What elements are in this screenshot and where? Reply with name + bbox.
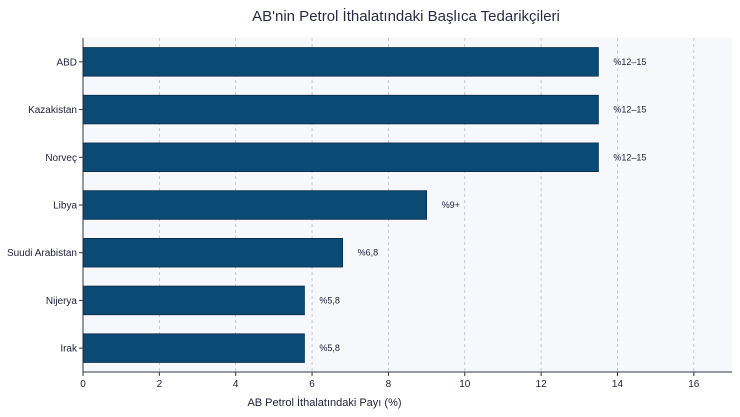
data-label: %5,8 bbox=[319, 295, 340, 305]
bar-irak bbox=[82, 333, 305, 363]
category-label: Nijerya bbox=[46, 296, 78, 307]
x-tick-label: 16 bbox=[688, 379, 700, 390]
data-label: %6,8 bbox=[358, 248, 379, 258]
category-label: Norveç bbox=[45, 153, 77, 164]
x-tick-label: 0 bbox=[80, 379, 86, 390]
x-tick-label: 8 bbox=[386, 379, 392, 390]
x-tick-label: 12 bbox=[536, 379, 548, 390]
bar-kazakistan bbox=[82, 94, 599, 125]
data-label: %12–15 bbox=[613, 57, 646, 67]
x-tick-label: 6 bbox=[309, 379, 315, 390]
x-tick-label: 10 bbox=[459, 379, 471, 390]
category-label: ABD bbox=[56, 57, 77, 68]
bar-suudi-arabistan bbox=[82, 237, 344, 268]
bar-nijerya bbox=[82, 285, 305, 316]
x-tick-label: 14 bbox=[612, 379, 624, 390]
x-tick-label: 2 bbox=[157, 379, 163, 390]
data-label: %5,8 bbox=[319, 343, 340, 353]
bar-abd bbox=[82, 47, 599, 77]
category-label: Kazakistan bbox=[28, 105, 77, 116]
bar-norve- bbox=[82, 142, 599, 173]
data-label: %9+ bbox=[442, 200, 460, 210]
category-label: Suudi Arabistan bbox=[7, 248, 77, 259]
x-tick-label: 4 bbox=[233, 379, 239, 390]
category-label: Libya bbox=[53, 201, 77, 212]
chart-title: AB'nin Petrol İthalatındaki Başlıca Teda… bbox=[252, 8, 560, 25]
data-label: %12–15 bbox=[613, 152, 646, 162]
x-axis-title: AB Petrol İthalatındaki Payı (%) bbox=[247, 396, 401, 409]
bar-libya bbox=[82, 190, 427, 220]
data-label: %12–15 bbox=[613, 105, 646, 115]
category-label: Irak bbox=[60, 344, 78, 355]
